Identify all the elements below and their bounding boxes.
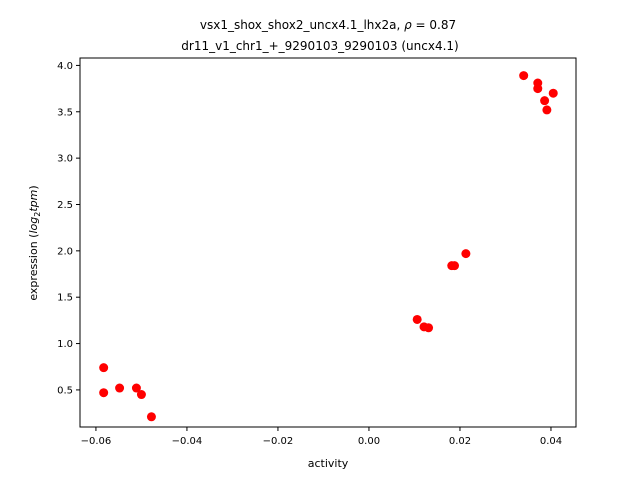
data-point [540,96,550,106]
data-point [519,71,529,81]
data-point [461,249,471,259]
data-point [136,390,146,400]
y-tick-label: 4.0 [57,61,73,72]
data-point [533,84,543,94]
data-point [99,363,109,373]
y-tick-label: 2.0 [57,246,73,257]
x-tick-label: 0.00 [358,436,380,447]
y-axis-label: expression (log2tpm) [27,185,42,300]
x-axis-label: activity [308,457,349,470]
x-tick-label: −0.02 [263,436,294,447]
data-point [542,105,552,115]
plot-area: −0.06 −0.04 −0.02 0.00 0.02 0.04 0.5 1.0 1.5 2.0 2… [57,61,562,447]
data-point [548,88,558,98]
x-tick-label: −0.06 [81,436,112,447]
chart-title-line2: dr11_v1_chr1_+_9290103_9290103 (uncx4.1) [181,39,458,53]
data-point [424,323,434,333]
data-point [115,383,125,393]
data-point [146,412,156,422]
x-tick-label: 0.04 [540,436,562,447]
data-point [99,388,109,398]
y-tick-label: 0.5 [57,385,73,396]
y-tick-label: 3.0 [57,154,73,165]
data-point [131,383,141,393]
x-tick-label: −0.04 [172,436,203,447]
data-point [450,261,460,271]
y-tick-label: 1.5 [57,293,73,304]
y-tick-label: 2.5 [57,200,73,211]
chart-title-line1: vsx1_shox_shox2_uncx4.1_lhx2a, ρ = 0.87 [200,18,456,32]
y-tick-label: 3.5 [57,107,73,118]
axes-frame [79,57,577,428]
y-tick-label: 1.0 [57,339,73,350]
x-tick-label: 0.02 [449,436,471,447]
data-point [412,314,422,324]
